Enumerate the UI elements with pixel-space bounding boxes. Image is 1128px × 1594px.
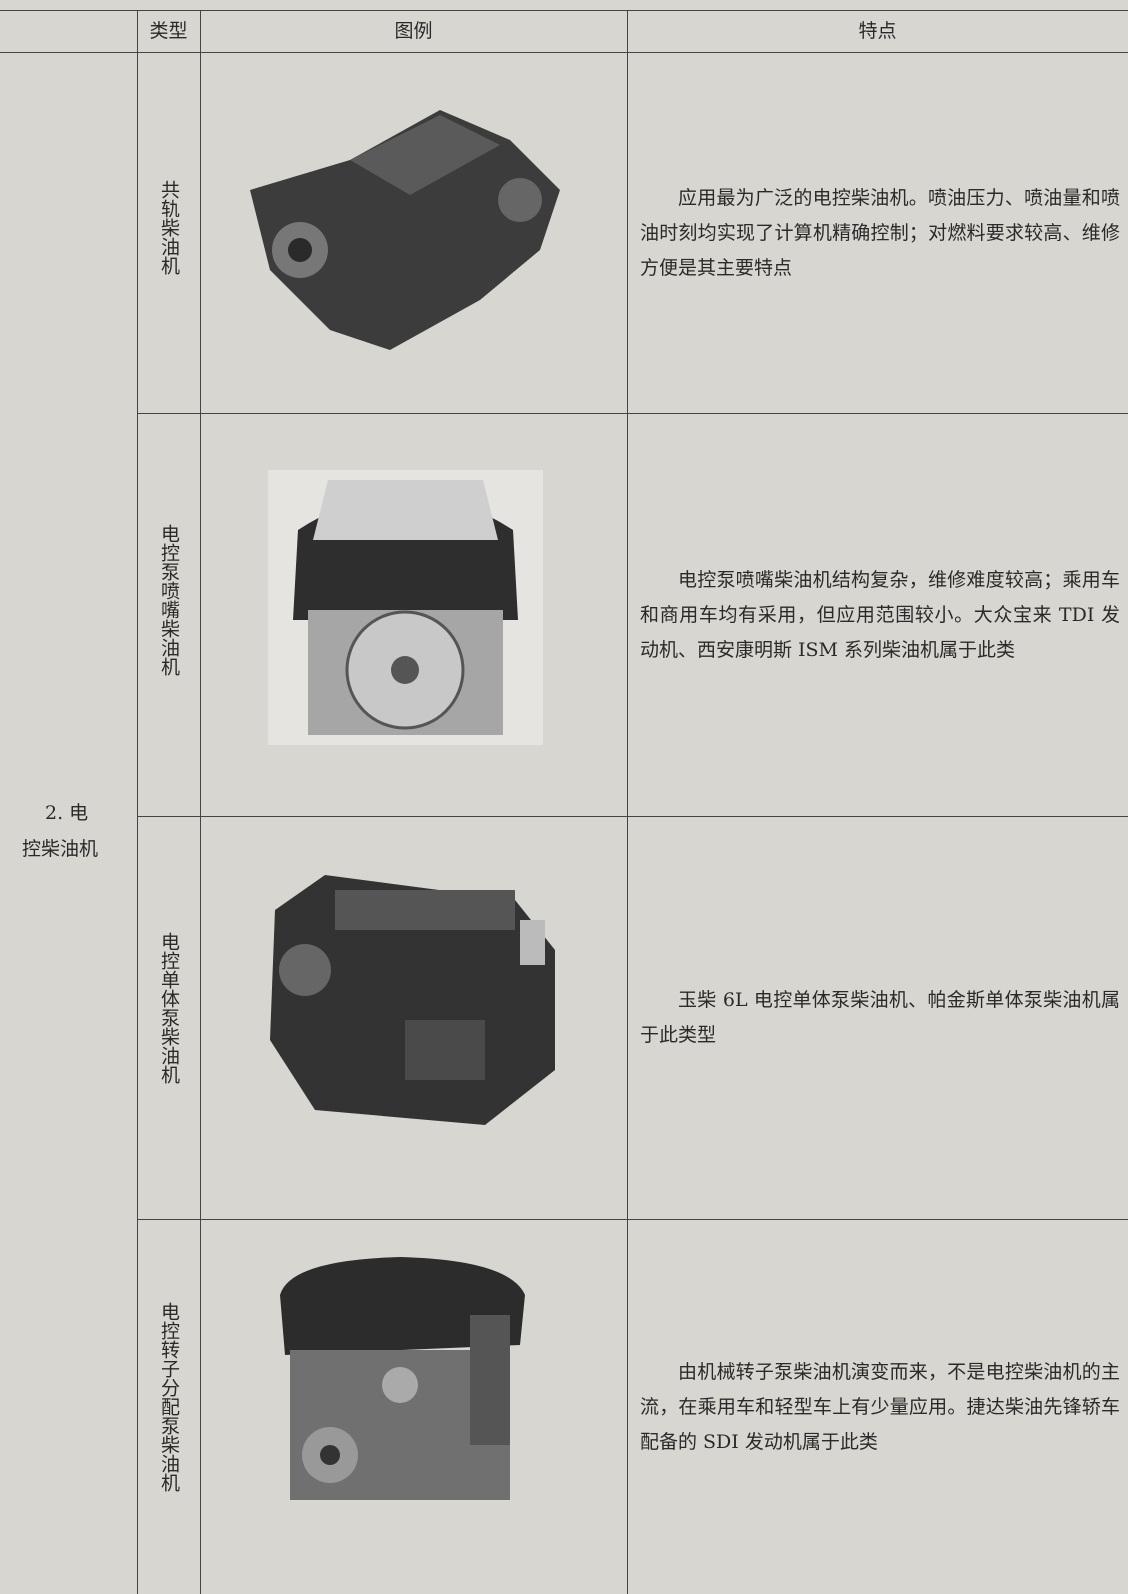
feature-text: 玉柴 6L 电控单体泵柴油机、帕金斯单体泵柴油机属于此类型 bbox=[640, 989, 1120, 1046]
rule bbox=[137, 10, 138, 1594]
group-label: 2. 电控柴油机 bbox=[22, 802, 99, 860]
rule bbox=[137, 413, 1128, 414]
header-cell: 图例 bbox=[394, 20, 433, 42]
feature-text: 应用最为广泛的电控柴油机。喷油压力、喷油量和喷油时刻均实现了计算机精确控制；对燃… bbox=[640, 186, 1120, 279]
header-cell: 类型 bbox=[149, 20, 188, 42]
feature-text: 由机械转子泵柴油机演变而来，不是电控柴油机的主流，在乘用车和轻型车上有少量应用。… bbox=[640, 1360, 1120, 1453]
type-label: 电控泵喷嘴柴油机 bbox=[158, 524, 180, 676]
engine-image bbox=[270, 875, 555, 1125]
rule bbox=[627, 10, 628, 1594]
rule bbox=[137, 52, 1128, 53]
rule bbox=[137, 1219, 1128, 1220]
feature-text: 电控泵喷嘴柴油机结构复杂，维修难度较高；乘用车和商用车均有采用，但应用范围较小。… bbox=[640, 568, 1120, 661]
engine-image bbox=[250, 110, 560, 350]
rule bbox=[0, 10, 1128, 11]
rule bbox=[200, 10, 201, 1594]
type-label: 电控单体泵柴油机 bbox=[158, 932, 180, 1084]
type-label: 共轨柴油机 bbox=[158, 180, 180, 275]
engine-image bbox=[280, 1257, 525, 1500]
type-label: 电控转子分配泵柴油机 bbox=[158, 1302, 180, 1492]
engine-image bbox=[268, 470, 543, 745]
rule bbox=[137, 816, 1128, 817]
header-cell: 特点 bbox=[858, 20, 897, 42]
rule bbox=[0, 52, 137, 53]
